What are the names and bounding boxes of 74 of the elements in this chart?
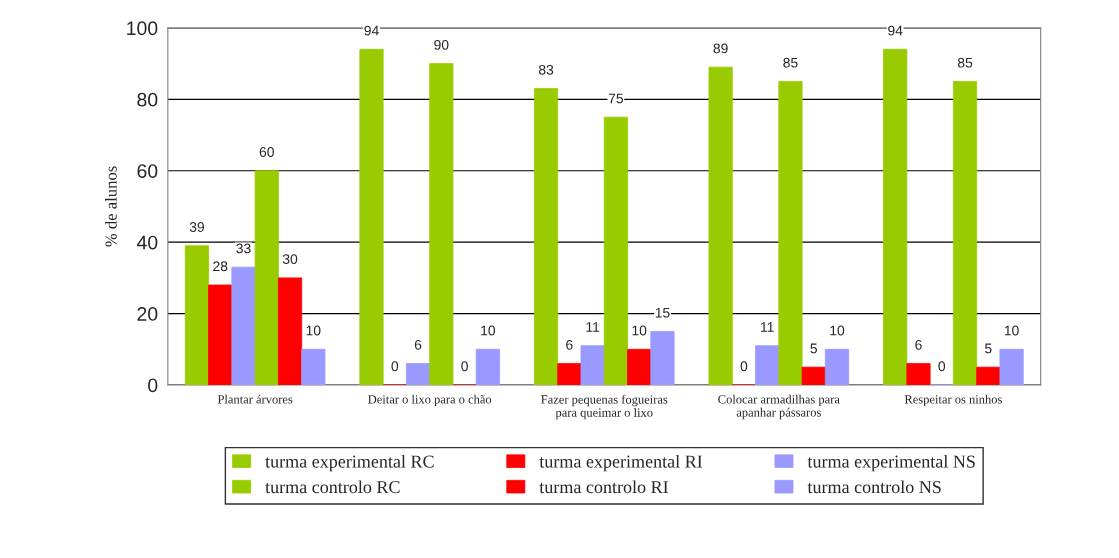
legend-label: turma controlo NS xyxy=(807,480,941,494)
bar xyxy=(801,366,826,386)
data-label: 28 xyxy=(213,261,228,272)
data-label: 85 xyxy=(957,57,973,68)
bar xyxy=(755,345,780,386)
bar xyxy=(557,363,582,386)
data-label: 10 xyxy=(1004,325,1019,336)
bar xyxy=(429,63,454,386)
legend-label: turma controlo RC xyxy=(265,480,400,494)
bar xyxy=(277,277,303,386)
y-tick-label: 40 xyxy=(136,235,158,250)
data-label: 90 xyxy=(434,39,449,50)
data-label: 85 xyxy=(783,57,798,68)
data-label: 6 xyxy=(915,339,922,350)
bar xyxy=(231,266,256,386)
x-tick-label: Deitar o lixo para o chão xyxy=(368,394,492,407)
legend-label: turma experimental RI xyxy=(539,454,703,472)
data-label: 33 xyxy=(236,243,251,254)
data-label: 0 xyxy=(938,361,946,372)
bar xyxy=(650,331,675,386)
data-label: 10 xyxy=(830,325,845,336)
data-label: 94 xyxy=(364,25,379,36)
bar xyxy=(406,363,431,386)
legend-label: turma experimental RC xyxy=(265,454,434,472)
bar xyxy=(580,345,605,386)
data-label: 11 xyxy=(586,322,600,332)
bar xyxy=(603,116,628,386)
data-label: 94 xyxy=(888,25,903,36)
bar xyxy=(254,170,279,386)
data-label: 10 xyxy=(632,325,647,336)
bar xyxy=(976,366,1001,386)
bar xyxy=(952,81,978,386)
bar xyxy=(301,348,326,386)
x-tick-label: Respeitar os ninhos xyxy=(904,394,1002,407)
bar xyxy=(475,348,500,386)
bar xyxy=(883,48,908,386)
y-tick-label: 60 xyxy=(137,164,158,178)
data-label: 5 xyxy=(810,343,818,354)
data-label: 5 xyxy=(984,343,992,354)
bar xyxy=(824,348,850,386)
data-label: 39 xyxy=(189,222,205,232)
bar xyxy=(906,363,931,386)
x-tick-label: Fazer pequenas fogueiras para queimar o lixo xyxy=(541,394,668,420)
y-tick-label: 100 xyxy=(127,21,158,36)
data-label: 0 xyxy=(740,361,748,372)
bar xyxy=(778,81,803,386)
y-axis-title: % de alunos xyxy=(105,166,117,247)
data-label: 10 xyxy=(481,325,496,336)
legend-label: turma controlo RI xyxy=(539,480,669,494)
bar xyxy=(999,348,1024,386)
data-label: 83 xyxy=(538,64,554,75)
bar xyxy=(627,348,652,386)
data-label: 6 xyxy=(414,339,422,350)
legend-label: turma experimental NS xyxy=(807,454,975,472)
data-label: 30 xyxy=(282,254,298,265)
bar xyxy=(184,245,209,386)
x-tick-label: Colocar armadilhas para apanhar pássaros xyxy=(718,394,840,420)
data-label: 11 xyxy=(761,322,774,332)
data-label: 0 xyxy=(461,361,468,372)
data-label: 89 xyxy=(713,43,728,54)
data-label: 75 xyxy=(608,93,624,104)
bar xyxy=(708,66,733,386)
bar xyxy=(208,284,233,386)
y-tick-label: 0 xyxy=(148,378,158,393)
data-label: 6 xyxy=(566,339,573,350)
bar xyxy=(534,88,559,386)
data-label: 15 xyxy=(655,307,670,318)
data-label: 0 xyxy=(391,361,399,372)
bar xyxy=(359,48,384,386)
data-label: 10 xyxy=(306,325,321,336)
y-tick-label: 80 xyxy=(137,92,158,107)
data-label: 60 xyxy=(259,147,274,157)
x-tick-label: Plantar árvores xyxy=(217,394,293,404)
y-tick-label: 20 xyxy=(137,307,158,321)
